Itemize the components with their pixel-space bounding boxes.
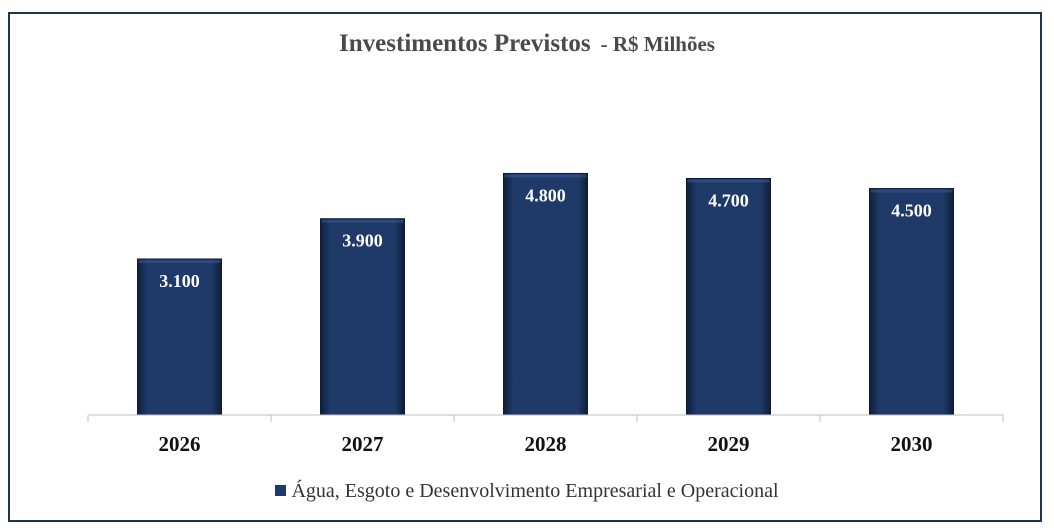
bar-highlight <box>321 219 404 223</box>
bar-2030 <box>869 188 954 416</box>
bar-2027 <box>320 218 405 416</box>
bar-highlight <box>504 174 587 178</box>
x-tick-label: 2026 <box>159 432 201 456</box>
x-tick-label: 2027 <box>342 432 384 456</box>
data-label: 4.500 <box>891 201 932 221</box>
chart-title-main: Investimentos Previstos <box>339 30 591 57</box>
chart-subtitle: - R$ Milhões <box>600 32 715 56</box>
data-label: 3.900 <box>342 231 383 251</box>
bar-2028 <box>503 172 588 416</box>
x-tick-label: 2028 <box>525 432 567 456</box>
legend-swatch <box>275 485 287 496</box>
data-label: 3.100 <box>159 271 200 291</box>
data-label: 4.700 <box>708 190 749 210</box>
chart-legend: Água, Esgoto e Desenvolvimento Empresari… <box>0 480 1054 503</box>
bar-highlight <box>138 260 221 263</box>
legend-label: Água, Esgoto e Desenvolvimento Empresari… <box>291 480 779 502</box>
chart-title: Investimentos Previstos - R$ Milhões <box>0 30 1054 58</box>
bar-2029 <box>686 177 771 416</box>
x-tick-label: 2029 <box>708 432 750 456</box>
x-tick-label: 2030 <box>891 432 933 456</box>
bar-highlight <box>870 189 953 193</box>
bar-highlight <box>687 179 770 183</box>
bar-2026 <box>137 258 222 416</box>
data-label: 4.800 <box>525 185 566 205</box>
